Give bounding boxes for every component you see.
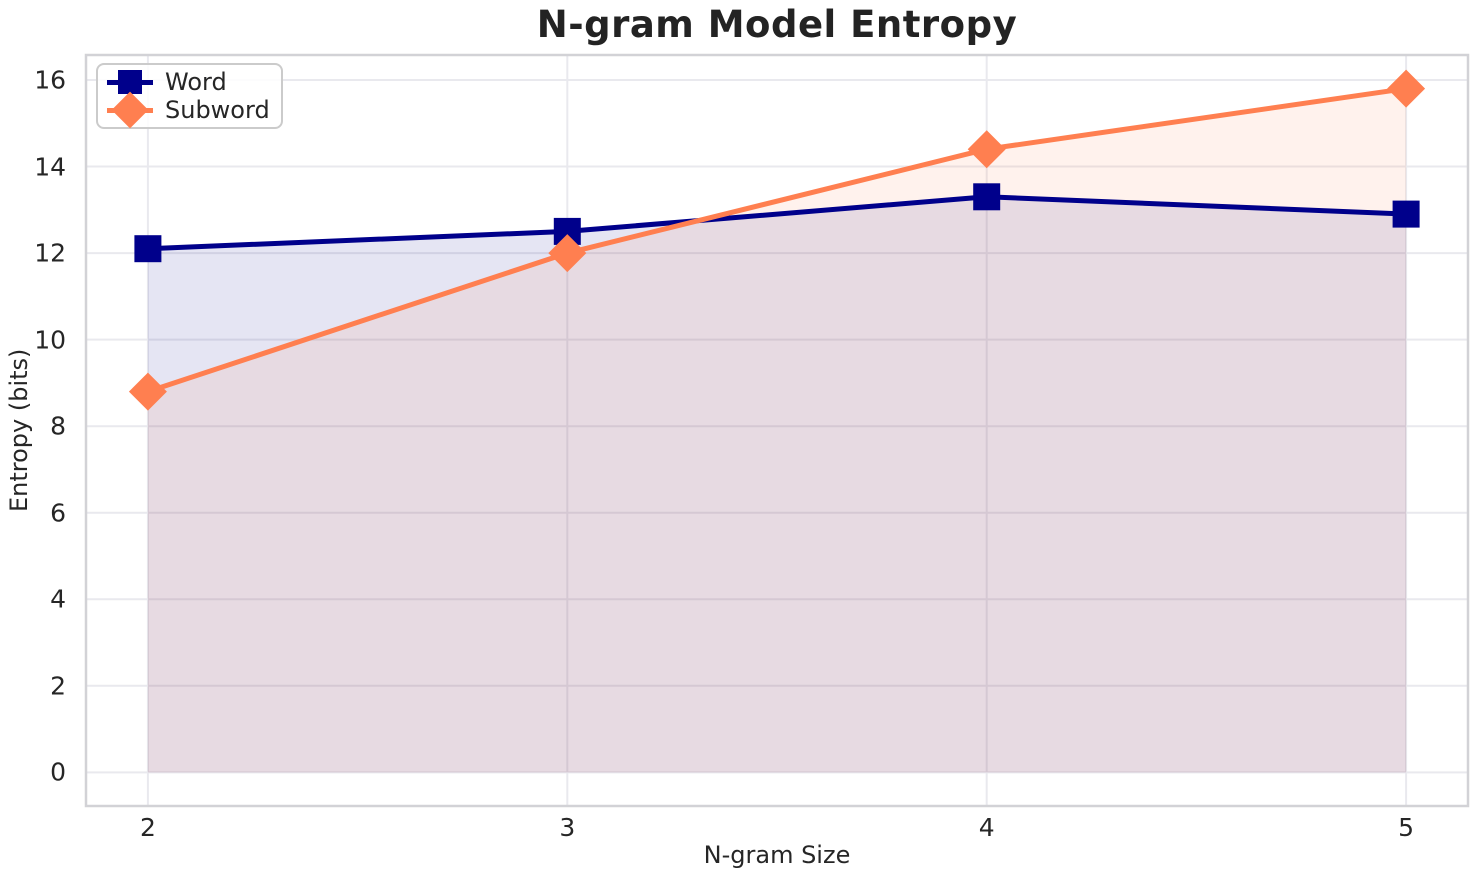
- y-tick-label: 2: [50, 671, 66, 701]
- marker-square-word: [973, 183, 1001, 211]
- y-tick-label: 8: [50, 411, 66, 441]
- series-fill-subword: [147, 88, 1407, 773]
- x-axis-label: N-gram Size: [703, 841, 851, 869]
- x-tick-label: 2: [139, 813, 156, 842]
- word-square-marker-icon: [118, 70, 142, 94]
- marker-diamond-subword: [967, 130, 1006, 169]
- y-tick-label: 0: [50, 757, 66, 787]
- x-tick-label: 5: [1398, 813, 1415, 842]
- legend-label-word: Word: [165, 68, 227, 96]
- y-tick-label: 4: [50, 584, 66, 614]
- marker-square-word: [134, 235, 162, 263]
- y-tick-label: 10: [34, 325, 66, 355]
- series-line-subword: [147, 86, 1407, 394]
- y-tick-label: 12: [34, 238, 66, 268]
- legend-item-word: Word: [107, 68, 270, 96]
- y-tick-label: 14: [34, 152, 66, 182]
- y-tick-label: 16: [34, 65, 66, 95]
- marker-diamond-subword: [1387, 69, 1426, 108]
- legend-item-subword: Subword: [107, 91, 270, 129]
- series-line-word: [147, 194, 1407, 252]
- legend-sample-subword: [107, 91, 153, 129]
- legend-label-subword: Subword: [165, 96, 270, 124]
- legend-sample-word: [107, 68, 153, 96]
- chart-title: N-gram Model Entropy: [536, 3, 1018, 46]
- marker-square-word: [1392, 200, 1420, 228]
- marker-diamond-subword: [548, 234, 587, 273]
- plot-area: [84, 53, 1470, 808]
- series-fill-word: [147, 196, 1407, 773]
- plot-border: [84, 53, 1470, 808]
- x-tick-label: 4: [978, 813, 995, 842]
- x-tick-label: 3: [559, 813, 576, 842]
- marker-diamond-subword: [128, 372, 167, 411]
- legend: Word Subword: [96, 63, 283, 129]
- y-tick-label: 6: [50, 498, 66, 528]
- subword-diamond-marker-icon: [111, 91, 149, 129]
